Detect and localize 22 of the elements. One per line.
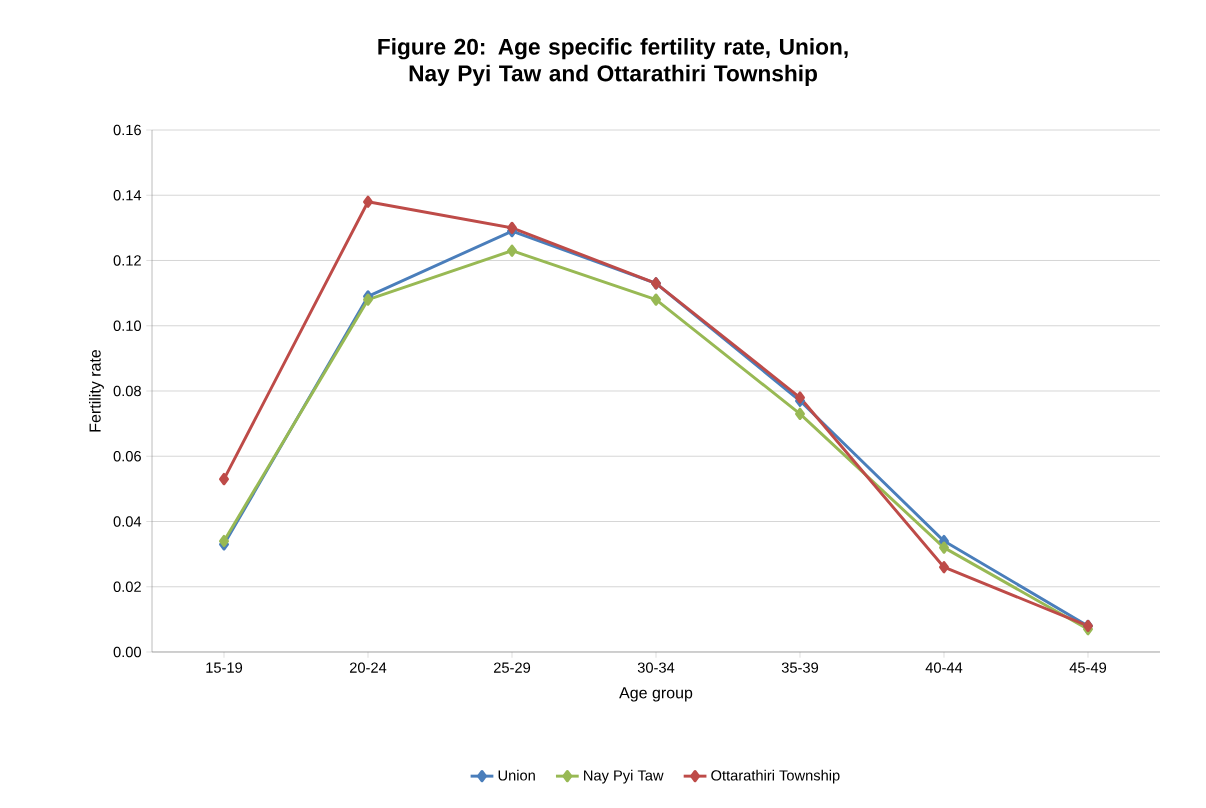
x-tick-label: 30-34 (637, 662, 675, 673)
chart-title: Figure 20: Age specific fertility rate, Union, Nay Pyi Taw and Ottarathiri Township (378, 38, 848, 86)
x-tick-label: 20-24 (349, 662, 387, 673)
y-tick-label: 0.06 (113, 451, 141, 462)
y-tick-label: 0.04 (113, 516, 142, 527)
y-tick-label: 0.14 (113, 190, 142, 201)
x-tick-label: 35-39 (781, 662, 819, 673)
x-tick-label: 45-49 (1069, 662, 1107, 673)
legend-label: Ottarathiri Township (711, 769, 840, 784)
x-tick-label: 25-29 (493, 662, 531, 673)
y-axis-title: Fertility rate (89, 349, 104, 432)
legend-label: Nay Pyi Taw (584, 769, 664, 784)
y-tick-label: 0.08 (113, 385, 141, 397)
y-tick-label: 0.16 (113, 124, 141, 136)
y-tick-label: 0.02 (113, 581, 141, 592)
x-axis-title: Age group (619, 687, 693, 702)
x-tick-label: 40-44 (925, 662, 963, 673)
y-tick-label: 0.12 (113, 255, 141, 266)
x-tick-label: 15-19 (206, 662, 243, 673)
y-tick-label: 0.00 (113, 646, 142, 658)
legend-label: Union (498, 769, 535, 781)
y-tick-label: 0.10 (113, 320, 142, 331)
